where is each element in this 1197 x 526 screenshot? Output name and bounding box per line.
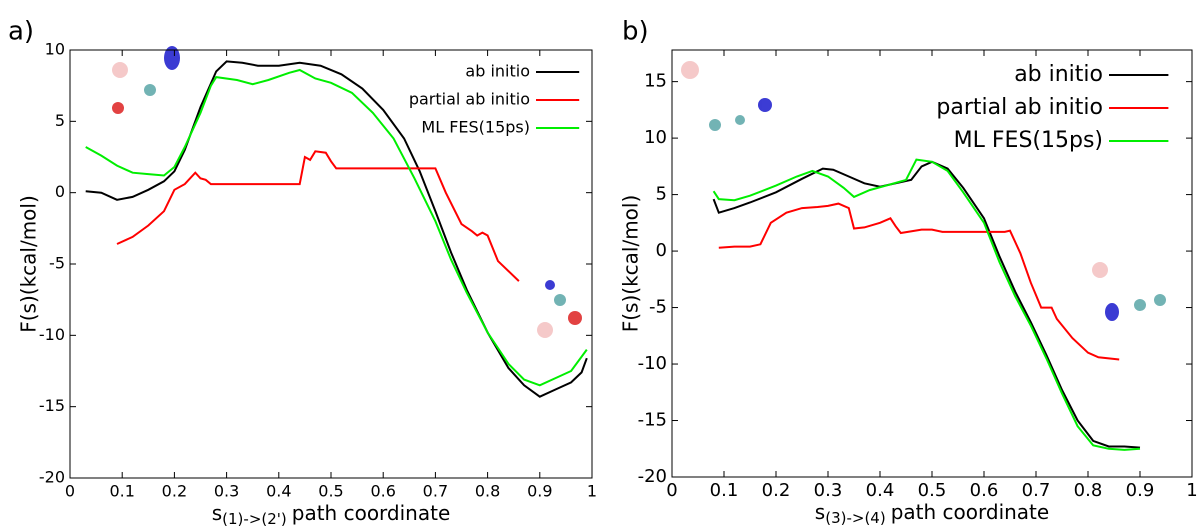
series-line bbox=[718, 202, 1120, 361]
x-tick-label: 0.4 bbox=[866, 480, 895, 501]
panel-label: b) bbox=[622, 17, 649, 47]
y-tick-label: 5 bbox=[55, 111, 65, 130]
x-tick-label: 0.3 bbox=[214, 482, 239, 501]
y-tick-label: 15 bbox=[644, 71, 667, 92]
legend-label: ML FES(15ps) bbox=[421, 118, 530, 137]
legend-label: ab initio bbox=[1014, 62, 1103, 87]
y-tick-label: -15 bbox=[39, 396, 65, 415]
snapshot-b1 bbox=[681, 61, 772, 131]
legend-label: partial ab initio bbox=[409, 90, 530, 109]
y-tick-label: 0 bbox=[656, 240, 667, 261]
legend-label: partial ab initio bbox=[936, 95, 1103, 120]
x-axis-label: s(1)->(2') path coordinate bbox=[212, 501, 451, 526]
x-tick-label: 0.2 bbox=[762, 480, 791, 501]
y-tick-label: -10 bbox=[39, 325, 65, 344]
y-tick-label: 5 bbox=[656, 184, 667, 205]
x-axis-symbol: s bbox=[212, 501, 222, 525]
x-tick-label: 0 bbox=[666, 480, 677, 501]
x-axis-symbol: s bbox=[815, 500, 825, 524]
series-line bbox=[712, 160, 1141, 449]
snapshot-a1 bbox=[112, 46, 180, 114]
x-tick-label: 0.5 bbox=[318, 482, 343, 501]
x-tick-label: 0 bbox=[65, 482, 75, 501]
x-tick-label: 0.8 bbox=[475, 482, 500, 501]
y-tick-label: -10 bbox=[638, 353, 667, 374]
x-tick-label: 0.7 bbox=[1022, 480, 1051, 501]
series-line bbox=[85, 68, 588, 387]
x-axis-subscript: (3)->(4) bbox=[825, 509, 885, 526]
y-tick-label: -20 bbox=[39, 468, 65, 487]
series-line bbox=[712, 158, 1141, 451]
x-tick-label: 0.1 bbox=[710, 480, 739, 501]
x-tick-label: 0.6 bbox=[370, 482, 395, 501]
series-line bbox=[85, 60, 588, 398]
x-axis-label: s(3)->(4) path coordinate bbox=[815, 500, 1049, 526]
y-tick-label: 10 bbox=[45, 40, 65, 59]
y-tick-label: -5 bbox=[649, 297, 667, 318]
legend-label: ab initio bbox=[465, 62, 530, 81]
snapshot-a2 bbox=[537, 280, 582, 338]
x-tick-label: 0.8 bbox=[1074, 480, 1103, 501]
y-axis-label: F(s)(kcal/mol) bbox=[17, 195, 41, 333]
x-axis-subscript: (1)->(2') bbox=[222, 510, 287, 526]
x-tick-label: 0.9 bbox=[527, 482, 552, 501]
snapshot-b2 bbox=[1092, 262, 1166, 321]
x-tick-label: 0.3 bbox=[814, 480, 843, 501]
x-tick-label: 0.1 bbox=[109, 482, 134, 501]
y-tick-label: 0 bbox=[55, 182, 65, 201]
x-tick-label: 0.7 bbox=[423, 482, 448, 501]
y-tick-label: 10 bbox=[644, 127, 667, 148]
x-tick-label: 0.9 bbox=[1126, 480, 1155, 501]
legend-label: ML FES(15ps) bbox=[954, 128, 1103, 153]
x-tick-label: 0.5 bbox=[918, 480, 947, 501]
plot-frame bbox=[69, 49, 593, 479]
x-axis-text: path coordinate bbox=[292, 501, 451, 525]
x-tick-label: 1 bbox=[587, 482, 597, 501]
x-tick-label: 0.4 bbox=[266, 482, 291, 501]
y-axis-label: F(s)(kcal/mol) bbox=[619, 195, 643, 333]
panel-label: a) bbox=[8, 17, 34, 47]
x-axis-text: path coordinate bbox=[891, 500, 1050, 524]
y-tick-label: -5 bbox=[49, 254, 65, 273]
series-line bbox=[116, 150, 520, 282]
y-tick-label: -20 bbox=[638, 466, 667, 487]
y-tick-label: -15 bbox=[638, 410, 667, 431]
x-tick-label: 0.2 bbox=[162, 482, 187, 501]
x-tick-label: 0.6 bbox=[970, 480, 999, 501]
plot-frame bbox=[671, 49, 1193, 478]
x-tick-label: 1 bbox=[1186, 480, 1197, 501]
